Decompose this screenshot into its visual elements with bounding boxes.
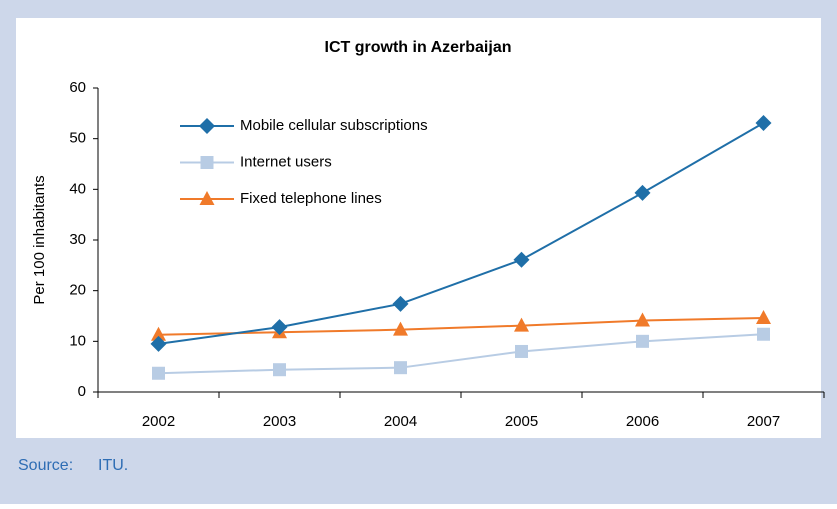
source-label: Source: bbox=[18, 457, 73, 474]
data-point bbox=[513, 251, 530, 268]
y-tick-label: 10 bbox=[69, 332, 86, 349]
legend-marker bbox=[199, 191, 215, 205]
y-tick-label: 20 bbox=[69, 282, 86, 299]
x-tick-label: 2003 bbox=[263, 413, 296, 430]
y-tick-label: 30 bbox=[69, 231, 86, 248]
legend-label: Mobile cellular subscriptions bbox=[240, 117, 428, 134]
data-point bbox=[515, 344, 528, 358]
data-point bbox=[634, 184, 651, 201]
data-point bbox=[636, 334, 649, 348]
y-tick-label: 40 bbox=[69, 180, 86, 197]
data-point bbox=[635, 312, 650, 327]
x-tick-label: 2005 bbox=[505, 413, 538, 430]
series-line bbox=[158, 333, 764, 375]
legend-label: Fixed telephone lines bbox=[240, 190, 382, 207]
series-line bbox=[158, 317, 764, 336]
data-point bbox=[755, 114, 772, 131]
data-point bbox=[514, 317, 529, 332]
x-tick-label: 2004 bbox=[384, 413, 417, 430]
x-tick-label: 2006 bbox=[626, 413, 659, 430]
y-tick-label: 60 bbox=[69, 79, 86, 96]
data-point bbox=[393, 321, 408, 336]
data-point bbox=[394, 361, 407, 375]
data-point bbox=[271, 319, 288, 336]
y-tick-label: 0 bbox=[78, 383, 86, 400]
series-line bbox=[158, 122, 765, 345]
data-point bbox=[152, 366, 165, 380]
data-point bbox=[756, 310, 771, 325]
y-axis-label: Per 100 inhabitants bbox=[31, 175, 48, 304]
data-point bbox=[757, 327, 770, 341]
x-tick-label: 2007 bbox=[747, 413, 780, 430]
data-point bbox=[151, 326, 166, 341]
panel bbox=[16, 18, 821, 438]
source-text: ITU. bbox=[98, 457, 128, 474]
legend-label: Internet users bbox=[240, 153, 332, 170]
data-point bbox=[392, 295, 409, 312]
chart-title: ICT growth in Azerbaijan bbox=[325, 39, 512, 56]
data-point bbox=[150, 335, 167, 352]
legend-marker bbox=[200, 156, 214, 169]
legend-marker bbox=[199, 118, 215, 134]
data-point bbox=[273, 363, 286, 377]
x-tick-label: 2002 bbox=[142, 413, 175, 430]
y-tick-label: 50 bbox=[69, 130, 86, 147]
